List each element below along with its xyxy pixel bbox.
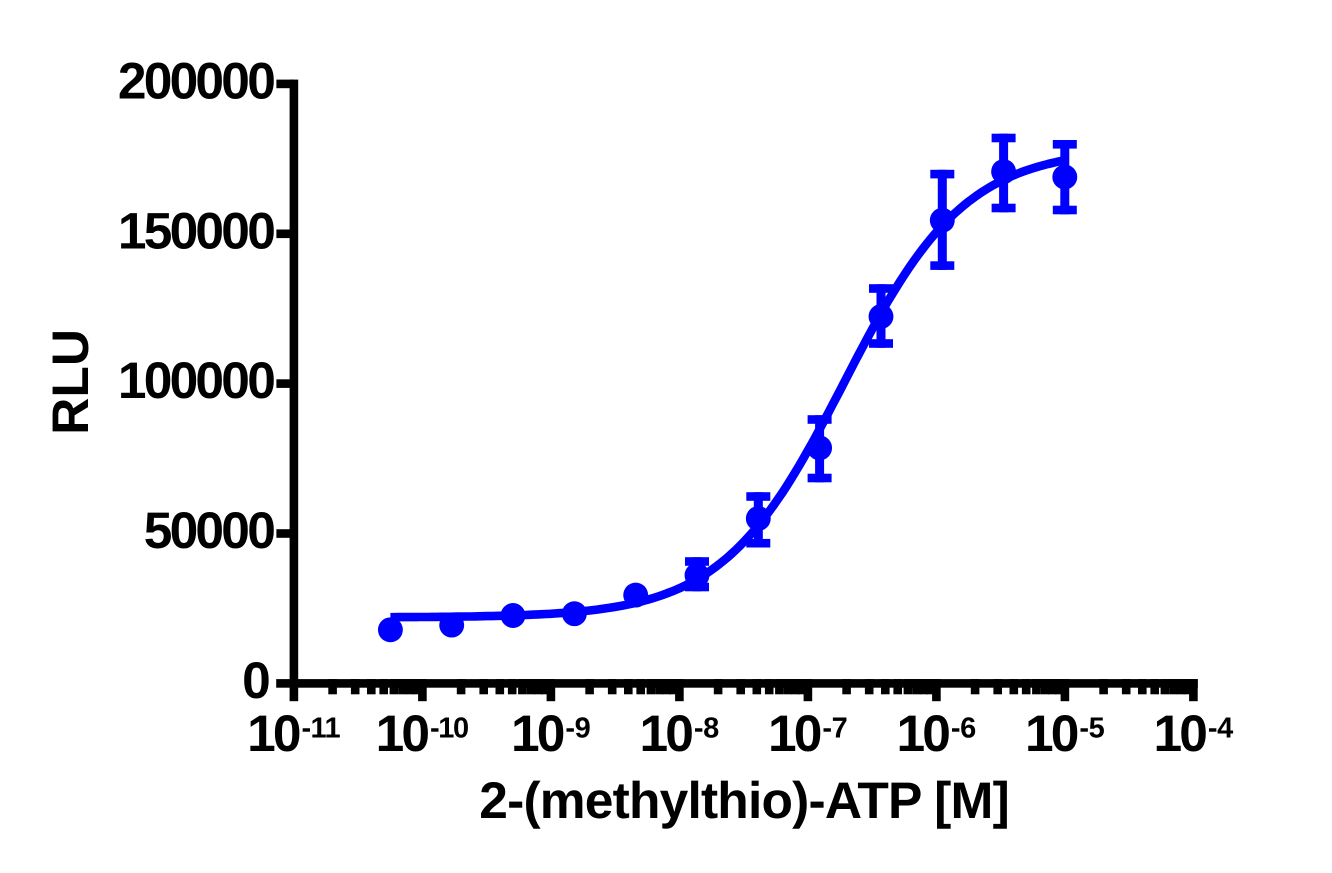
svg-text:-5: -5 xyxy=(1079,712,1104,744)
svg-text:5: 5 xyxy=(144,501,173,559)
svg-text:0: 0 xyxy=(195,501,224,559)
svg-text:5: 5 xyxy=(144,201,173,259)
svg-text:10: 10 xyxy=(897,704,951,762)
svg-text:-6: -6 xyxy=(951,712,976,744)
svg-text:0: 0 xyxy=(170,351,199,409)
svg-text:1: 1 xyxy=(118,201,147,259)
svg-text:10: 10 xyxy=(511,704,565,762)
svg-text:0: 0 xyxy=(247,52,276,110)
svg-text:0: 0 xyxy=(247,351,276,409)
svg-text:0: 0 xyxy=(195,201,224,259)
svg-text:0: 0 xyxy=(170,501,199,559)
svg-text:10: 10 xyxy=(768,704,822,762)
svg-text:1: 1 xyxy=(118,351,147,409)
svg-text:0: 0 xyxy=(221,501,250,559)
svg-text:0: 0 xyxy=(221,351,250,409)
svg-text:0: 0 xyxy=(195,351,224,409)
svg-text:10: 10 xyxy=(1154,704,1208,762)
svg-text:-4: -4 xyxy=(1208,712,1233,744)
svg-text:0: 0 xyxy=(170,52,199,110)
svg-text:0: 0 xyxy=(144,351,173,409)
svg-text:2-(methylthio)-ATP [M]: 2-(methylthio)-ATP [M] xyxy=(479,771,1010,829)
svg-text:RLU: RLU xyxy=(41,329,99,435)
svg-text:10: 10 xyxy=(640,704,694,762)
svg-text:-8: -8 xyxy=(694,712,719,744)
svg-text:0: 0 xyxy=(221,201,250,259)
svg-text:-11: -11 xyxy=(302,712,341,744)
svg-text:10: 10 xyxy=(247,704,301,762)
svg-text:0: 0 xyxy=(170,201,199,259)
svg-text:10: 10 xyxy=(1025,704,1079,762)
svg-text:0: 0 xyxy=(247,501,276,559)
svg-text:0: 0 xyxy=(221,52,250,110)
svg-text:-9: -9 xyxy=(565,712,590,744)
svg-text:2: 2 xyxy=(118,52,147,110)
svg-text:-10: -10 xyxy=(430,712,469,744)
svg-text:0: 0 xyxy=(144,52,173,110)
svg-text:0: 0 xyxy=(247,201,276,259)
svg-text:10: 10 xyxy=(376,704,430,762)
svg-text:0: 0 xyxy=(195,52,224,110)
svg-text:-7: -7 xyxy=(822,712,847,744)
svg-text:0: 0 xyxy=(242,651,271,709)
